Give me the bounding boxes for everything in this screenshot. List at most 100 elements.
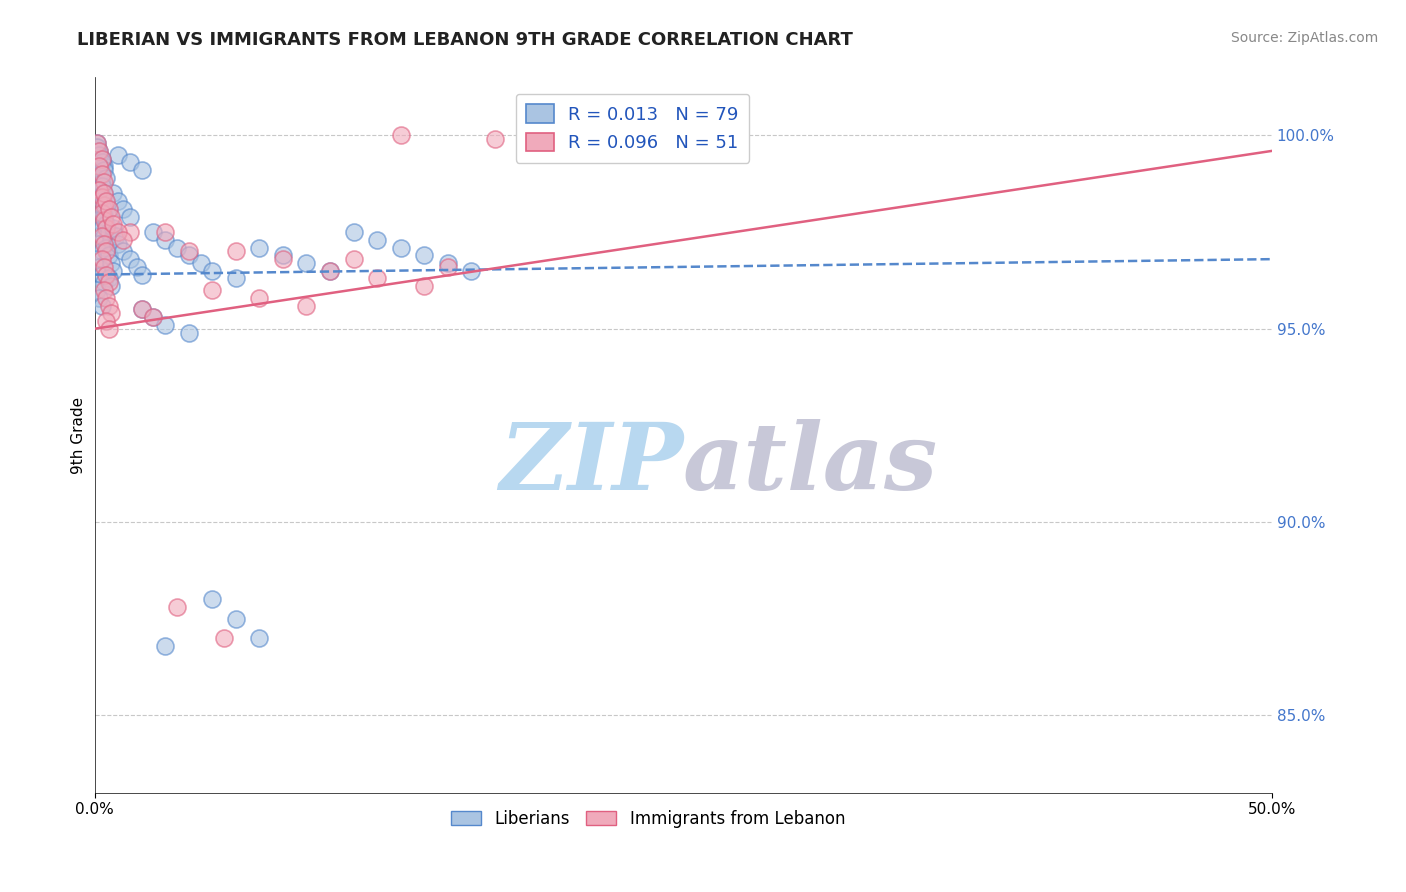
Point xyxy=(89,190,111,204)
Point xyxy=(90,198,112,212)
Point xyxy=(86,136,108,150)
Point xyxy=(118,155,141,169)
Point xyxy=(107,236,129,251)
Point xyxy=(90,175,112,189)
Point xyxy=(93,276,115,290)
Point xyxy=(93,163,115,178)
Point xyxy=(366,271,388,285)
Text: LIBERIAN VS IMMIGRANTS FROM LEBANON 9TH GRADE CORRELATION CHART: LIBERIAN VS IMMIGRANTS FROM LEBANON 9TH … xyxy=(77,31,853,49)
Point xyxy=(97,276,120,290)
Text: Source: ZipAtlas.com: Source: ZipAtlas.com xyxy=(1230,31,1378,45)
Point xyxy=(177,244,200,259)
Point xyxy=(96,244,118,259)
Point xyxy=(100,210,122,224)
Point xyxy=(131,302,153,317)
Point xyxy=(90,268,112,282)
Point xyxy=(177,248,200,262)
Point xyxy=(271,248,294,262)
Point xyxy=(295,299,318,313)
Point xyxy=(90,178,112,193)
Point xyxy=(90,221,112,235)
Point xyxy=(103,221,125,235)
Point xyxy=(111,244,134,259)
Point xyxy=(100,279,122,293)
Point xyxy=(90,244,112,259)
Point xyxy=(86,283,108,297)
Point xyxy=(93,160,115,174)
Point xyxy=(295,256,318,270)
Point xyxy=(436,260,458,274)
Point xyxy=(166,241,188,255)
Point xyxy=(111,202,134,216)
Point xyxy=(319,264,342,278)
Point xyxy=(93,229,115,244)
Point xyxy=(389,128,412,143)
Point xyxy=(201,264,224,278)
Legend: Liberians, Immigrants from Lebanon: Liberians, Immigrants from Lebanon xyxy=(444,803,852,834)
Point xyxy=(107,225,129,239)
Y-axis label: 9th Grade: 9th Grade xyxy=(72,396,86,474)
Point xyxy=(118,225,141,239)
Point xyxy=(142,310,165,325)
Point xyxy=(89,160,111,174)
Point xyxy=(96,218,118,232)
Point xyxy=(118,252,141,267)
Point xyxy=(96,221,118,235)
Point xyxy=(100,256,122,270)
Point xyxy=(96,268,118,282)
Point xyxy=(342,225,364,239)
Point xyxy=(86,252,108,267)
Point xyxy=(89,183,111,197)
Point xyxy=(100,233,122,247)
Point xyxy=(155,639,177,653)
Point xyxy=(89,144,111,158)
Point xyxy=(190,256,212,270)
Point xyxy=(97,299,120,313)
Point xyxy=(103,186,125,201)
Point xyxy=(96,241,118,255)
Point xyxy=(89,213,111,227)
Point xyxy=(86,136,108,150)
Point xyxy=(97,225,120,239)
Point xyxy=(247,291,270,305)
Point xyxy=(96,194,118,209)
Point xyxy=(131,302,153,317)
Point xyxy=(366,233,388,247)
Point xyxy=(413,248,436,262)
Point xyxy=(142,225,165,239)
Point xyxy=(93,186,115,201)
Point xyxy=(90,152,112,166)
Point xyxy=(131,268,153,282)
Point xyxy=(97,271,120,285)
Point xyxy=(86,140,108,154)
Point xyxy=(93,206,115,220)
Point xyxy=(225,271,247,285)
Point xyxy=(93,186,115,201)
Point xyxy=(93,198,115,212)
Point xyxy=(155,233,177,247)
Point xyxy=(93,213,115,227)
Point xyxy=(90,167,112,181)
Point xyxy=(131,163,153,178)
Point xyxy=(89,167,111,181)
Point xyxy=(97,248,120,262)
Point xyxy=(271,252,294,267)
Point xyxy=(93,175,115,189)
Point xyxy=(93,260,115,274)
Point xyxy=(342,252,364,267)
Point xyxy=(201,283,224,297)
Point xyxy=(166,600,188,615)
Point xyxy=(90,229,112,244)
Point xyxy=(90,152,112,166)
Point xyxy=(107,194,129,209)
Point xyxy=(201,592,224,607)
Point xyxy=(484,132,506,146)
Point xyxy=(142,310,165,325)
Point xyxy=(247,241,270,255)
Point xyxy=(104,229,127,244)
Point xyxy=(90,190,112,204)
Point xyxy=(86,183,108,197)
Point xyxy=(97,322,120,336)
Point xyxy=(413,279,436,293)
Point xyxy=(389,241,412,255)
